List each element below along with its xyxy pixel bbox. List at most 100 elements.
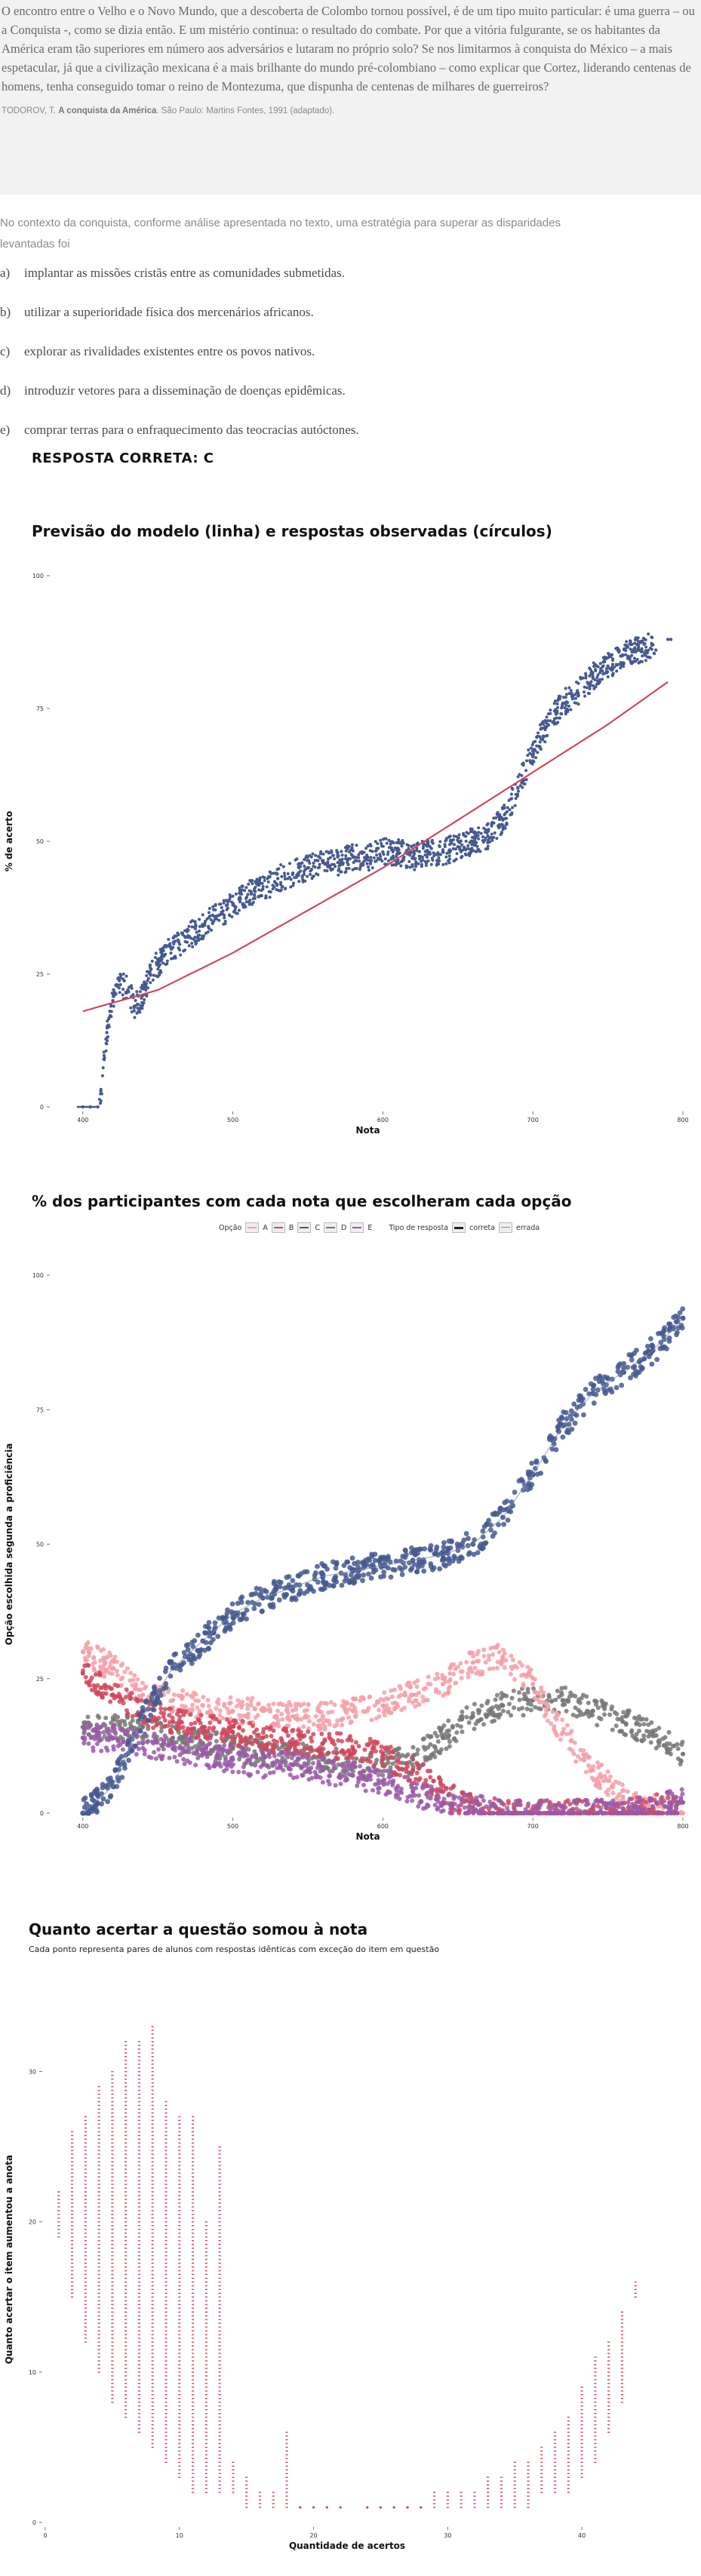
chart2-point-d bbox=[478, 1717, 484, 1722]
chart2-point-a bbox=[495, 1659, 500, 1665]
chart2-point-a bbox=[95, 1645, 100, 1650]
chart2-point-e bbox=[145, 1739, 150, 1744]
chart1-observed-point bbox=[407, 859, 411, 863]
chart2-point-e bbox=[230, 1769, 235, 1775]
chart2-point-e bbox=[282, 1758, 287, 1763]
chart2-point-e bbox=[281, 1768, 286, 1773]
chart2-point-e bbox=[425, 1803, 430, 1808]
chart2-point-b bbox=[450, 1784, 456, 1790]
chart2-point-a bbox=[470, 1660, 475, 1665]
chart1-observed-point bbox=[99, 1089, 103, 1093]
chart1-observed-point bbox=[178, 942, 182, 946]
chart2-point-a bbox=[617, 1791, 623, 1797]
chart1-observed-point bbox=[570, 691, 573, 695]
chart2-point-e bbox=[476, 1803, 481, 1808]
chart2-point-e bbox=[637, 1795, 642, 1800]
chart2-point-e bbox=[481, 1811, 487, 1815]
chart2-point-e bbox=[172, 1754, 177, 1760]
chart2-point-e bbox=[463, 1811, 468, 1815]
chart2-point-b bbox=[338, 1731, 343, 1736]
chart2-point-c bbox=[605, 1376, 610, 1382]
chart2-point-b bbox=[298, 1729, 303, 1735]
chart2-point-e bbox=[428, 1796, 433, 1801]
chart2-point-e bbox=[634, 1806, 639, 1812]
chart1-observed-point bbox=[589, 680, 593, 684]
chart1-observed-point bbox=[240, 884, 244, 888]
chart1-observed-point bbox=[563, 706, 567, 710]
chart2-point-d bbox=[490, 1705, 495, 1711]
chart2-point-a bbox=[451, 1671, 457, 1677]
chart2-point-e bbox=[151, 1741, 156, 1746]
chart2-point-b bbox=[115, 1683, 120, 1689]
chart1-observed-point bbox=[569, 708, 573, 712]
chart1-observed-point bbox=[423, 843, 427, 847]
chart2-point-a bbox=[216, 1701, 221, 1707]
chart1-observed-point bbox=[369, 856, 373, 859]
chart1-observed-point bbox=[118, 982, 122, 987]
chart2-point-b bbox=[167, 1713, 172, 1718]
chart1-observed-point bbox=[246, 893, 250, 896]
chart2-point-c bbox=[505, 1517, 511, 1523]
chart2-point-c bbox=[392, 1567, 398, 1573]
chart1-observed-point bbox=[353, 867, 357, 871]
chart2-point-a bbox=[226, 1711, 231, 1716]
chart1-observed-point bbox=[337, 867, 341, 871]
chart2-point-a bbox=[316, 1718, 321, 1723]
chart2-point-a bbox=[503, 1658, 509, 1663]
chart2-point-a bbox=[322, 1726, 327, 1732]
chart1-observed-point bbox=[204, 919, 208, 923]
chart2-point-c bbox=[122, 1765, 128, 1771]
chart1-observed-point bbox=[484, 847, 487, 851]
chart2-point-a bbox=[317, 1723, 322, 1729]
chart1-observed-point bbox=[201, 913, 204, 917]
chart1-observed-point bbox=[539, 748, 543, 752]
chart2-point-a bbox=[555, 1713, 561, 1718]
chart1-observed-point bbox=[210, 928, 214, 932]
chart2-point-c bbox=[463, 1531, 469, 1536]
chart2-point-d bbox=[447, 1744, 452, 1749]
chart2-point-a bbox=[490, 1666, 496, 1671]
chart2-point-e bbox=[595, 1811, 600, 1815]
chart2-point-d bbox=[579, 1695, 584, 1701]
chart2-point-b bbox=[254, 1727, 260, 1732]
chart1-observed-point bbox=[543, 727, 547, 730]
chart2-point-a bbox=[306, 1702, 311, 1708]
legend-type-errada: errada bbox=[516, 1223, 540, 1232]
chart1-observed-point bbox=[401, 838, 404, 842]
chart2-point-b bbox=[300, 1734, 305, 1739]
chart1-observed-point bbox=[505, 816, 509, 820]
chart1-observed-point bbox=[456, 844, 460, 849]
chart1-observed-point bbox=[368, 843, 372, 847]
chart2-point-a bbox=[120, 1661, 125, 1667]
chart2-point-b bbox=[192, 1720, 198, 1726]
chart2-point-e bbox=[600, 1811, 605, 1815]
chart1-observed-point bbox=[604, 656, 608, 660]
chart2-point-d bbox=[500, 1703, 506, 1708]
chart2-point-e bbox=[153, 1756, 158, 1761]
chart1-observed-point bbox=[483, 838, 487, 842]
chart2-point-a bbox=[353, 1714, 358, 1720]
chart2-point-a bbox=[549, 1721, 554, 1726]
chart1-observed-point bbox=[625, 640, 629, 644]
chart2-point-a bbox=[571, 1751, 576, 1757]
chart1-observed-point bbox=[486, 844, 490, 848]
chart1-observed-point bbox=[279, 863, 283, 867]
chart2-point-b bbox=[257, 1743, 262, 1748]
chart2-point-e bbox=[429, 1784, 434, 1789]
chart2-point-d bbox=[354, 1756, 359, 1761]
chart2-point-e bbox=[575, 1798, 580, 1803]
chart1-observed-point bbox=[312, 865, 315, 868]
chart1-observed-point bbox=[386, 850, 390, 854]
chart1-observed-point bbox=[146, 979, 149, 982]
chart2-point-b bbox=[228, 1725, 233, 1730]
chart2-point-e bbox=[468, 1799, 473, 1804]
chart2-point-a bbox=[379, 1696, 384, 1701]
chart1-observed-point bbox=[447, 854, 451, 858]
chart2-point-b bbox=[334, 1731, 340, 1736]
chart1-observed-point bbox=[379, 854, 383, 858]
chart2-point-d bbox=[214, 1731, 219, 1736]
chart2-point-a bbox=[474, 1671, 479, 1677]
chart2-point-c bbox=[157, 1688, 163, 1693]
chart1-observed-point bbox=[171, 936, 175, 939]
